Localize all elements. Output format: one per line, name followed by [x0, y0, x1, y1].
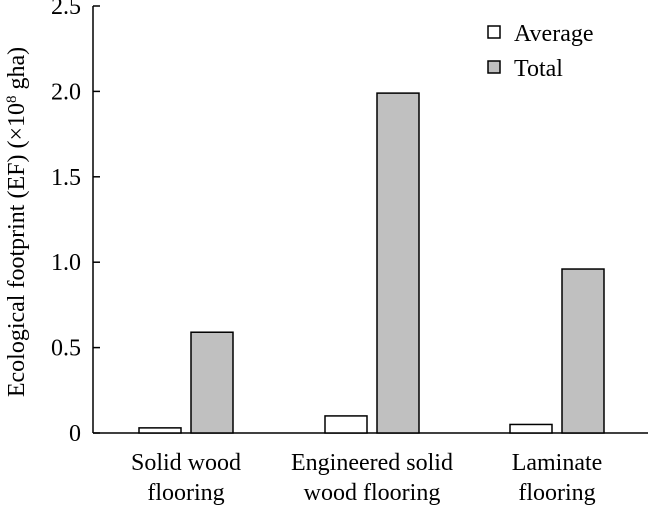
category-label-line: Laminate — [512, 450, 603, 476]
bar-average-1 — [324, 415, 368, 434]
legend-label-total: Total — [514, 56, 563, 82]
bar-average-2 — [509, 423, 553, 434]
y-axis-title: Ecological footprint (EF) (×108 gha) — [4, 47, 30, 397]
category-label: Laminate flooring — [512, 450, 603, 506]
category-label: Solid wood flooring — [131, 450, 241, 506]
bars — [138, 92, 605, 434]
bar-total-0 — [190, 331, 234, 434]
y-axis-title-main: Ecological footprint (EF) (×10 — [4, 103, 30, 397]
y-tick-label: 0.5 — [51, 336, 81, 362]
category-label-line: Solid wood — [131, 450, 241, 476]
y-axis-title-superscript: 8 — [4, 96, 20, 104]
y-tick-label: 2.5 — [51, 0, 81, 20]
y-tick-label: 2.0 — [51, 79, 81, 105]
y-axis-title-unit: gha) — [4, 47, 30, 96]
bar-total-1 — [376, 92, 420, 434]
y-ticks: 0 0.5 1.0 1.5 2.0 2.5 — [51, 0, 100, 447]
axes — [92, 6, 648, 434]
y-tick-label: 0 — [69, 421, 81, 447]
category-label-line: wood flooring — [304, 480, 441, 506]
category-labels: Solid wood flooring Engineered solid wood f… — [131, 450, 602, 506]
y-tick-label: 1.0 — [51, 250, 81, 276]
legend-swatch-total — [487, 60, 501, 74]
legend-swatch-average — [487, 25, 501, 39]
y-tick-label: 1.5 — [51, 165, 81, 191]
bar-total-2 — [561, 268, 605, 434]
category-label-line: flooring — [147, 480, 224, 506]
legend-label-average: Average — [514, 21, 594, 47]
legend: Average Total — [487, 21, 594, 82]
bar-average-0 — [138, 427, 182, 434]
category-label-line: flooring — [518, 480, 595, 506]
category-label-line: Engineered solid — [291, 450, 453, 476]
category-label: Engineered solid wood flooring — [291, 450, 453, 506]
